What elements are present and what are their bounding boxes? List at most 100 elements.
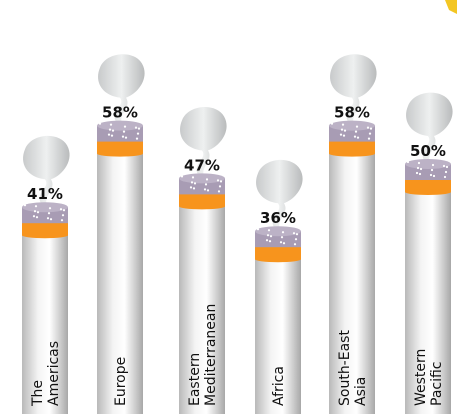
- ash-speck: [406, 160, 410, 164]
- ash-speck: [269, 235, 273, 238]
- category-label: Europe: [113, 357, 129, 406]
- ash-speck: [443, 175, 447, 179]
- filter-band-edge: [329, 150, 375, 157]
- filter-band-edge: [255, 256, 301, 263]
- ash-speck: [32, 215, 36, 218]
- ash-speck: [34, 205, 38, 208]
- ash-top: [97, 120, 143, 131]
- smoke: [330, 54, 377, 124]
- filter-band: [329, 139, 375, 154]
- ash-speck: [340, 128, 344, 131]
- ash-speck: [123, 125, 127, 128]
- category-label: Eastern: [187, 353, 203, 406]
- filter-band-edge: [179, 203, 225, 210]
- ash-speck: [355, 125, 359, 128]
- ash-speck: [419, 167, 423, 171]
- ash-speck: [341, 123, 345, 126]
- value-label: 36%: [260, 209, 296, 227]
- filter-band-edge: [405, 189, 451, 195]
- ash-speck: [343, 129, 347, 132]
- ash-speck: [417, 161, 421, 165]
- ash-speck: [137, 127, 141, 130]
- ash-speck: [48, 207, 52, 210]
- ash-speck: [35, 216, 39, 219]
- category-label: Africa: [271, 366, 287, 406]
- ash-speck: [354, 130, 358, 133]
- ash-top: [255, 226, 301, 237]
- ash-speck: [267, 229, 271, 232]
- ash-speck: [294, 238, 298, 241]
- ash-speck: [430, 168, 434, 172]
- ash-speck: [416, 166, 420, 170]
- ash-speck: [60, 219, 64, 222]
- ash-speck: [111, 129, 115, 132]
- value-label: 58%: [102, 104, 138, 122]
- cigarette-body: [329, 139, 375, 414]
- ash-speck: [295, 233, 299, 236]
- ash-speck: [36, 211, 40, 214]
- ash-speck: [107, 133, 111, 136]
- ash-speck: [356, 136, 360, 139]
- category-label: Mediterranean: [203, 304, 219, 406]
- ash-speck: [442, 164, 446, 168]
- value-label: 50%: [410, 142, 446, 160]
- ash-speck: [445, 165, 449, 169]
- ash-speck: [431, 163, 435, 167]
- cigarette-body: [22, 221, 68, 414]
- ash-speck: [266, 234, 270, 237]
- category-label: Pacific: [429, 362, 445, 407]
- ash-speck: [189, 186, 193, 189]
- ash-speck: [217, 190, 221, 193]
- ash-speck: [124, 136, 128, 139]
- value-label: 47%: [184, 156, 220, 174]
- ash-speck: [367, 137, 371, 140]
- smoke: [180, 107, 227, 177]
- ash-speck: [33, 210, 37, 213]
- ash-speck: [418, 172, 422, 176]
- ash-top: [22, 202, 68, 213]
- value-label: 41%: [27, 185, 63, 203]
- ash-speck: [136, 132, 140, 135]
- ash-speck: [279, 241, 283, 244]
- ash-speck: [204, 183, 208, 186]
- ash-speck: [191, 176, 195, 179]
- ash-speck: [121, 135, 125, 138]
- ash-speck: [134, 126, 138, 129]
- filter-band: [405, 178, 451, 192]
- ash-speck: [203, 188, 207, 191]
- category-label: South-East: [337, 330, 353, 406]
- ash-speck: [122, 130, 126, 133]
- ash-speck: [180, 175, 184, 178]
- filter-band-edge: [97, 150, 143, 157]
- category-label: The: [30, 380, 46, 407]
- ash-speck: [282, 242, 286, 245]
- ash-speck: [368, 132, 372, 135]
- ash-speck: [369, 127, 373, 130]
- ash-speck: [415, 171, 419, 175]
- ash-speck: [49, 218, 53, 221]
- cigarette-body: [405, 178, 451, 414]
- ash-speck: [23, 204, 27, 207]
- ash-speck: [109, 123, 113, 126]
- ash-speck: [61, 214, 65, 217]
- ash-speck: [432, 174, 436, 178]
- ash-speck: [193, 182, 197, 185]
- ash-speck: [47, 212, 51, 215]
- ash-speck: [135, 137, 139, 140]
- ash-speck: [330, 122, 334, 125]
- ash-speck: [268, 240, 272, 243]
- ash-speck: [218, 185, 222, 188]
- ash-speck: [110, 134, 114, 137]
- filter-band: [97, 139, 143, 154]
- filter-band: [22, 221, 68, 236]
- cigarette-body: [255, 245, 301, 414]
- ash-speck: [59, 208, 63, 211]
- filter-band: [179, 192, 225, 207]
- ash-speck: [206, 189, 210, 192]
- filter-band-edge: [22, 232, 68, 239]
- ash-speck: [216, 179, 220, 182]
- ash-speck: [293, 243, 297, 246]
- category-label: Western: [413, 349, 429, 406]
- ash-speck: [62, 209, 66, 212]
